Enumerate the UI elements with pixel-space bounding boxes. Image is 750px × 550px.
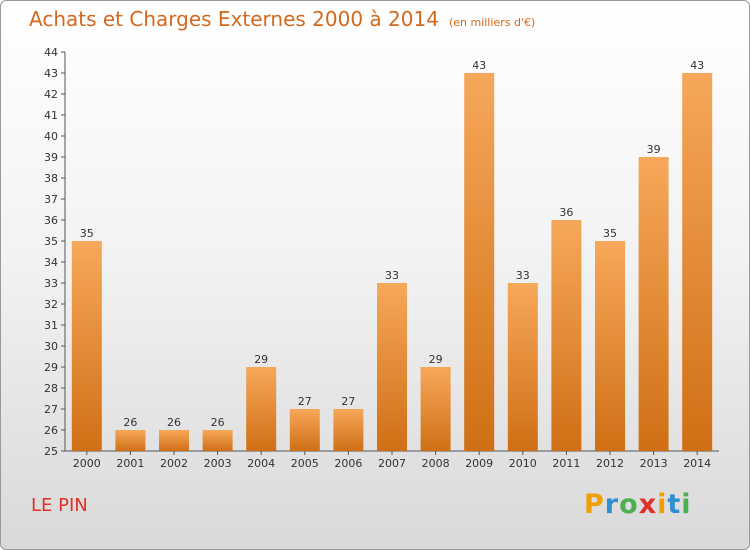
x-tick-label: 2007 [378,457,406,470]
y-tick-label: 29 [44,361,58,374]
data-label: 26 [167,416,181,429]
title-block: Achats et Charges Externes 2000 à 2014 (e… [29,7,535,31]
bar [595,241,625,451]
chart-subtitle: (en milliers d'€) [448,16,536,29]
data-label: 26 [211,416,225,429]
location-name: LE PIN [31,495,88,516]
y-tick-label: 32 [44,298,58,311]
y-tick-label: 37 [44,193,58,206]
bar [377,283,407,451]
logo-letter: t [667,489,682,520]
y-tick-label: 44 [44,46,58,59]
logo-letter: i [657,489,668,520]
data-label: 33 [385,269,399,282]
x-tick-label: 2006 [334,457,362,470]
bar [464,73,495,451]
y-tick-label: 26 [44,424,58,437]
data-label: 43 [690,59,704,72]
bar [682,73,713,451]
data-label: 36 [559,206,573,219]
logo-letter: r [604,489,620,520]
x-tick-label: 2004 [247,457,275,470]
y-tick-label: 35 [44,235,58,248]
x-tick-label: 2001 [116,457,144,470]
bar [71,241,102,451]
x-tick-label: 2012 [596,457,624,470]
x-tick-label: 2010 [509,457,537,470]
x-tick-label: 2005 [291,457,319,470]
x-tick-label: 2008 [422,457,450,470]
y-tick-label: 42 [44,88,58,101]
bar [202,430,233,451]
y-tick-label: 38 [44,172,58,185]
data-label: 35 [80,227,94,240]
data-label: 27 [298,395,312,408]
chart-title: Achats et Charges Externes 2000 à 2014 [29,7,439,31]
data-label: 26 [123,416,137,429]
logo-letter: P [584,489,605,520]
data-label: 33 [516,269,530,282]
y-tick-label: 36 [44,214,58,227]
data-label: 29 [254,353,268,366]
y-tick-label: 28 [44,382,58,395]
data-label: 29 [429,353,443,366]
bar [333,409,364,451]
logo-letter: o [619,489,639,520]
data-label: 39 [647,143,661,156]
bar [551,220,582,451]
y-tick-label: 30 [44,340,58,353]
data-label: 43 [472,59,486,72]
x-tick-label: 2011 [552,457,580,470]
x-tick-label: 2013 [640,457,668,470]
bar [289,409,320,451]
bar [420,367,451,451]
y-tick-label: 39 [44,151,58,164]
logo-letter: i [681,489,692,520]
y-tick-label: 41 [44,109,58,122]
y-tick-label: 33 [44,277,58,290]
bar [507,283,538,451]
data-label: 35 [603,227,617,240]
y-tick-label: 34 [44,256,58,269]
proxiti-logo: Proxiti [584,489,692,520]
x-tick-label: 2009 [465,457,493,470]
y-tick-label: 40 [44,130,58,143]
y-tick-label: 43 [44,67,58,80]
x-tick-label: 2002 [160,457,188,470]
x-tick-label: 2014 [683,457,711,470]
y-tick-label: 31 [44,319,58,332]
x-tick-label: 2003 [204,457,232,470]
bar [159,430,189,451]
plot-area: 25 26 27 28 29 30 31 32 33 34 35 36 37 38 39 40 41 42 43 44… [44,46,719,470]
x-tick-label: 2000 [73,457,101,470]
data-label: 27 [341,395,355,408]
y-tick-label: 27 [44,403,58,416]
bar [246,367,277,451]
bar [638,157,669,451]
logo-letter: x [638,489,658,520]
y-tick-label: 25 [44,445,58,458]
bar [115,430,146,451]
